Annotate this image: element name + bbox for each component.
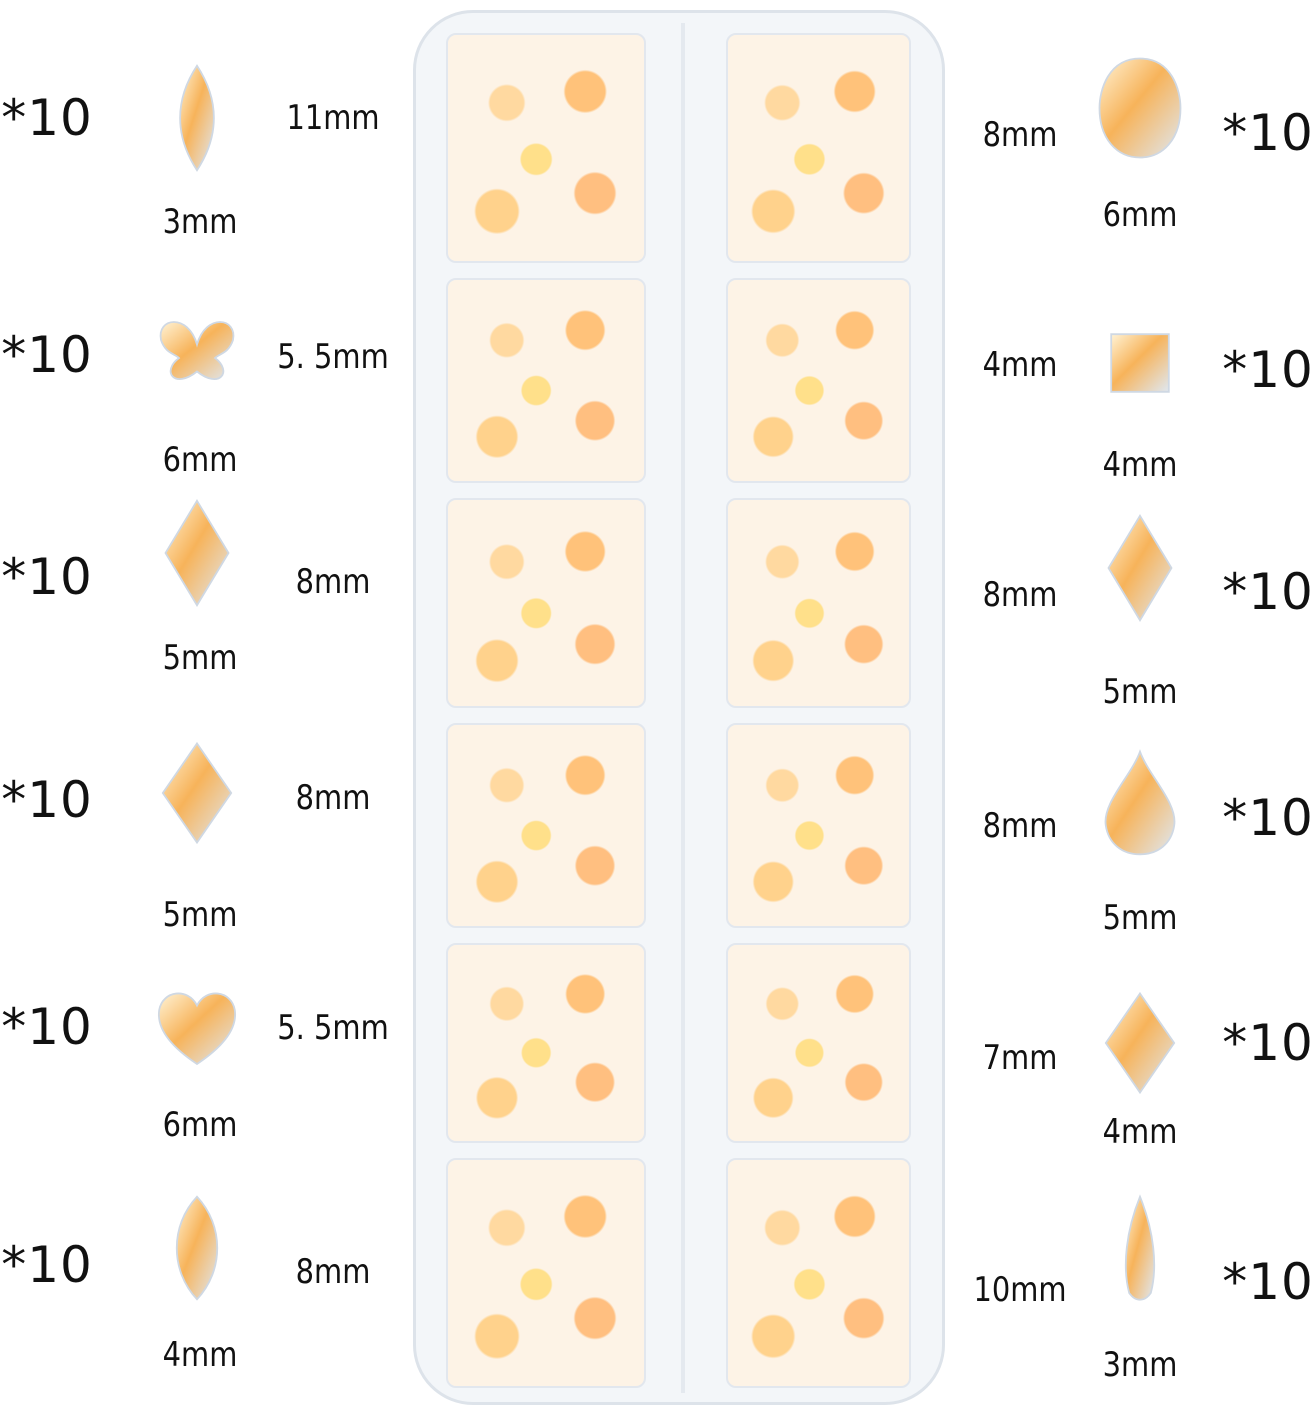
right-length-label: 8mm [982, 806, 1058, 846]
tray-compartment [446, 723, 646, 928]
tray-compartment [726, 498, 911, 708]
left-count-label: *10 [1, 998, 93, 1056]
right-length-label: 4mm [982, 345, 1058, 385]
rhinestone-tray [413, 10, 945, 1405]
left-width-label: 4mm [162, 1335, 238, 1375]
right-length-label: 8mm [982, 115, 1058, 155]
left-width-label: 3mm [162, 202, 238, 242]
left-count-label: *10 [1, 1236, 93, 1294]
left-length-label: 8mm [295, 778, 371, 818]
teardrop-gem-icon [1095, 743, 1185, 867]
raindrop-gem-icon [1095, 1188, 1185, 1312]
right-count-label: *10 [1222, 341, 1314, 399]
tray-compartment [726, 723, 911, 928]
right-count-label: *10 [1222, 563, 1314, 621]
right-count-label: *10 [1222, 104, 1314, 162]
left-width-label: 5mm [162, 895, 238, 935]
tray-compartment [726, 943, 911, 1143]
left-count-label: *10 [1, 326, 93, 384]
rhombus-gem-icon [1095, 983, 1185, 1107]
left-count-label: *10 [1, 771, 93, 829]
right-length-label: 10mm [973, 1270, 1067, 1310]
left-width-label: 6mm [162, 440, 238, 480]
tray-compartment [446, 498, 646, 708]
right-count-label: *10 [1222, 1253, 1314, 1311]
rhombus-gem-icon [152, 733, 242, 857]
tray-compartment [446, 33, 646, 263]
oval-gem-icon [1095, 48, 1185, 172]
tray-compartment [726, 278, 911, 483]
left-width-label: 5mm [162, 638, 238, 678]
right-width-label: 4mm [1102, 1112, 1178, 1152]
left-length-label: 11mm [286, 98, 380, 138]
right-length-label: 7mm [982, 1038, 1058, 1078]
tray-compartment [446, 278, 646, 483]
tray-divider [681, 23, 685, 1393]
left-count-label: *10 [1, 548, 93, 606]
kite-gem-icon [152, 493, 242, 617]
left-count-label: *10 [1, 89, 93, 147]
square-gem-icon [1095, 303, 1185, 427]
horse-eye-gem-icon [152, 1188, 242, 1312]
kite-gem-icon [1095, 508, 1185, 632]
tray-compartment [446, 943, 646, 1143]
left-length-label: 8mm [295, 562, 371, 602]
left-length-label: 5. 5mm [277, 337, 389, 377]
right-length-label: 8mm [982, 575, 1058, 615]
right-width-label: 6mm [1102, 195, 1178, 235]
right-width-label: 4mm [1102, 445, 1178, 485]
left-length-label: 8mm [295, 1252, 371, 1292]
left-width-label: 6mm [162, 1105, 238, 1145]
butterfly-gem-icon [152, 298, 242, 422]
right-width-label: 5mm [1102, 898, 1178, 938]
marquise-gem-icon [152, 58, 242, 182]
heart-gem-icon [152, 968, 242, 1092]
right-width-label: 3mm [1102, 1345, 1178, 1385]
tray-compartment [726, 1158, 911, 1388]
tray-compartment [446, 1158, 646, 1388]
right-count-label: *10 [1222, 789, 1314, 847]
tray-compartment [726, 33, 911, 263]
right-count-label: *10 [1222, 1014, 1314, 1072]
right-width-label: 5mm [1102, 672, 1178, 712]
left-length-label: 5. 5mm [277, 1008, 389, 1048]
